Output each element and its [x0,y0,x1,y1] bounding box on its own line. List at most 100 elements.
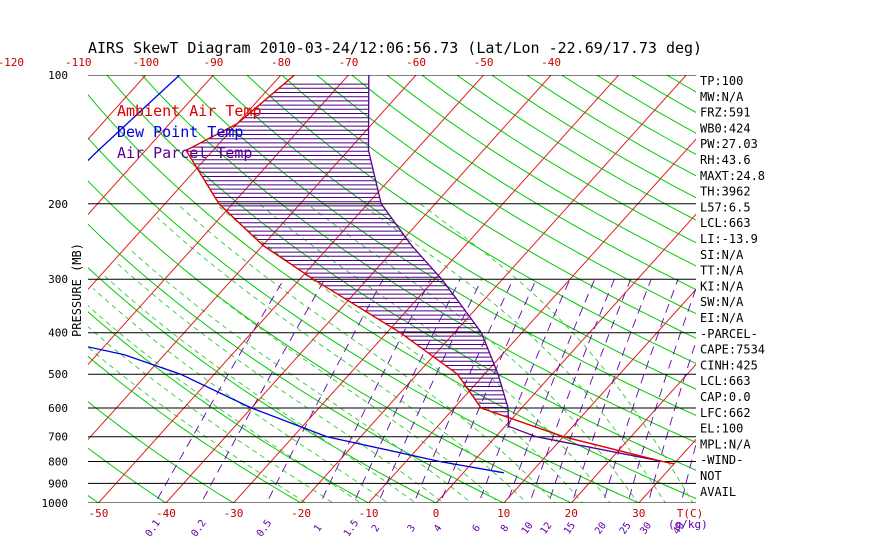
dry-adiabat [316,75,696,315]
parcel-temp-line [367,75,663,463]
stat-item: PW:27.03 [700,137,758,151]
pressure-ticks: 100 200 300 400 500 600 700 800 900 1000 [42,69,69,510]
stat-item: RH:43.6 [700,153,751,167]
mixing-ratio-line [529,279,615,503]
mixing-ratio-line [602,279,679,503]
mixing-ratio-tick-label: 2 [370,523,382,534]
isotherm [300,75,687,503]
moist-adiabat [176,203,556,503]
stat-item: TP:100 [700,74,743,88]
moist-adiabat [129,248,472,503]
top-temp-tick-label: -90 [203,56,223,69]
moist-adiabat [88,346,307,503]
bottom-temp-tick-label: -30 [224,507,244,520]
stat-item: CINH:425 [700,358,758,372]
top-temp-tick-label: -50 [474,56,494,69]
stat-item: L57:6.5 [700,200,751,214]
mixing-ratio-tick-label: 4 [432,523,444,534]
mixing-ratio-tick-label: 30 [638,520,654,536]
mixing-ratio-line [377,279,483,503]
moist-adiabat [215,203,584,503]
pressure-tick-label: 700 [48,431,68,444]
bottom-temp-tick-label: 30 [632,507,645,520]
dry-adiabat [88,494,100,503]
isotherm [88,75,417,441]
stat-item: LCL:663 [700,216,751,230]
top-temp-tick-label: -70 [339,56,359,69]
stat-item: MW:N/A [700,90,744,104]
dry-adiabat [491,75,696,199]
stat-item: CAP:0.0 [700,390,751,404]
moist-adiabat [92,287,389,503]
mixing-ratio-tick-label: 12 [539,520,555,536]
mixing-ratio-line [200,278,326,503]
legend-ambient: Ambient Air Temp [117,102,262,120]
dry-adiabat [211,75,696,390]
mixing-ratio-tick-label: 0.2 [189,518,208,539]
isotherm [88,75,349,366]
pressure-tick-label: 400 [48,327,68,340]
dry-adiabat [666,75,696,93]
mixing-ratio-tick-label: 0.5 [255,518,274,539]
isotherm [0,75,11,503]
moist-adiabat [88,305,362,503]
mixing-ratio-line [353,279,461,503]
bottom-temp-tick-label: 20 [565,507,578,520]
stat-item: SW:N/A [700,295,744,309]
dry-adiabat [88,137,641,503]
moist-adiabat [142,233,500,503]
dry-adiabat [88,401,235,503]
bottom-temp-unit: T(C) [677,507,704,520]
mixing-ratio-unit: (g/kg) [668,518,708,531]
isotherm [435,213,696,503]
dry-adiabat [106,75,696,471]
moist-adiabat [307,203,639,503]
dewpoint-line [88,75,505,474]
isotherm [88,75,282,291]
isotherm [503,288,696,503]
dry-adiabat [351,75,696,291]
top-temp-tick-label: -120 [0,56,24,69]
stat-item: AVAIL [700,485,736,499]
top-temp-tick-label: -40 [541,56,561,69]
mixing-ratio-line [439,279,537,503]
mixing-ratio-tick-label: 1.5 [342,518,361,539]
dry-adiabat [386,75,696,267]
mixing-ratio-tick-label: 1 [312,523,324,534]
pressure-tick-label: 100 [48,69,68,82]
dry-adiabat [88,355,303,503]
moist-adiabat [258,203,611,503]
stat-item: EL:100 [700,422,743,436]
mixing-ratio-line [548,279,632,503]
dry-adiabat [88,447,167,503]
dry-adiabat [0,75,43,512]
dry-adiabat [176,75,696,416]
stat-item: NOT [700,469,722,483]
y-axis-label: PRESSURE (MB) [70,243,84,337]
mixing-ratio-line [413,279,514,503]
mixing-ratio-tick-label: 20 [593,520,609,536]
isotherm [98,75,484,503]
stat-item: TT:N/A [700,264,744,278]
profile-curves [88,75,675,474]
mixing-ratio-line [319,278,432,503]
stat-item: FRZ:591 [700,106,751,120]
top-temp-tick-label: -60 [406,56,426,69]
bottom-temp-tick-label: -50 [88,507,108,520]
chart-title: AIRS SkewT Diagram 2010-03-24/12:06:56.7… [88,39,702,57]
mixing-ratio-line [266,278,384,503]
dry-adiabat [141,75,696,443]
top-temp-tick-label: -100 [133,56,160,69]
ambient-temp-line [185,75,675,465]
mixing-ratio-tick-label: 25 [618,520,634,536]
dry-adiabat [246,75,696,364]
top-temp-ticks: -120 -110 -100 -90 -80 -70 -60 -50 -40 [0,56,561,69]
bottom-temp-tick-label: -40 [156,507,176,520]
bottom-temp-tick-label: 10 [497,507,510,520]
stat-item: KI:N/A [700,279,744,293]
isotherm [774,75,870,503]
stat-item: TH:3962 [700,185,751,199]
bottom-temp-tick-label: -10 [359,507,379,520]
stat-item: WB0:424 [700,121,751,135]
mixing-ratio-line [154,278,285,503]
